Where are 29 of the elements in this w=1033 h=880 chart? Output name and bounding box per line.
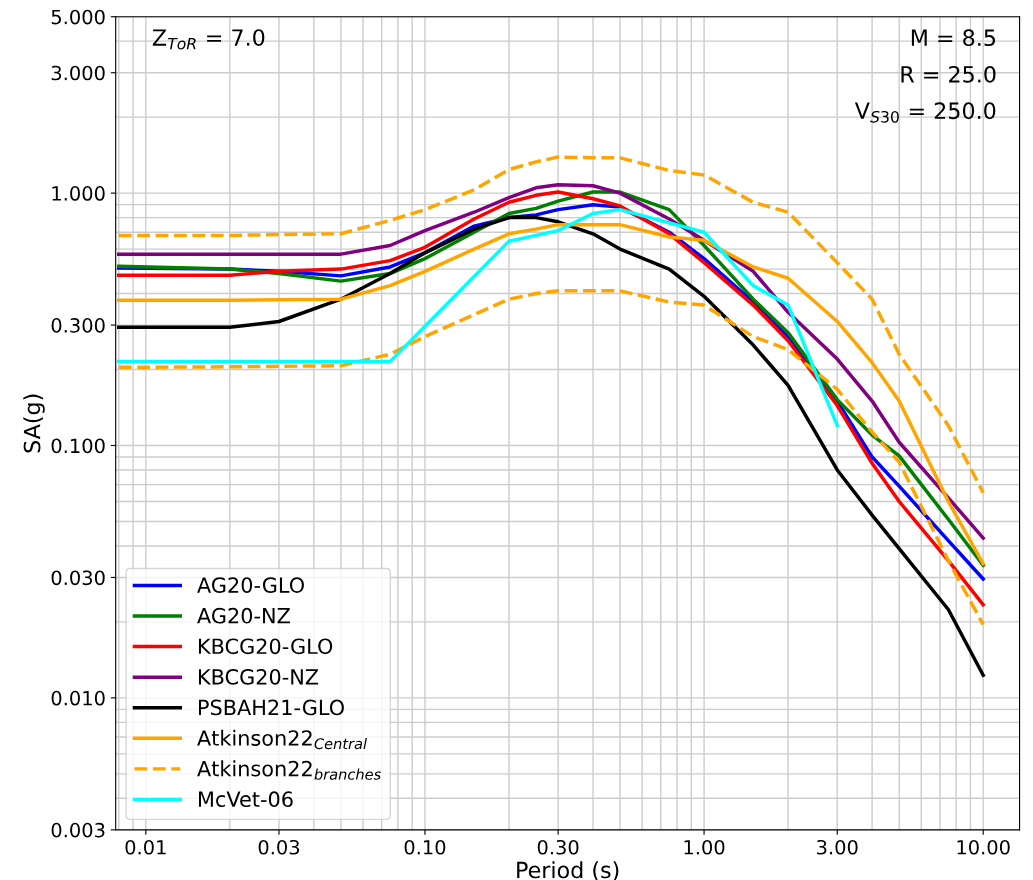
x-axis-title: Period (s) [517, 861, 619, 880]
annotation: Z$_{ToR}$ = 7.0 [152, 29, 265, 50]
annotation: R = 25.0 [901, 65, 996, 83]
y-tick-label: 0.300 [51, 318, 105, 333]
legend-label: PSBAH21-GLO [198, 699, 344, 716]
y-tick-label: 0.030 [51, 570, 105, 586]
legend-label: AG20-GLO [197, 577, 304, 593]
legend-label: McVet-06 [198, 791, 293, 808]
x-tick-label: 0.30 [537, 839, 579, 855]
legend-label: Atkinson22$_{Central}$ [197, 729, 367, 750]
x-tick-label: 10.00 [957, 839, 1010, 855]
x-tick-label: 0.10 [404, 839, 446, 855]
x-tick-label: 0.01 [125, 839, 166, 855]
legend-label: KBCG20-NZ [198, 668, 319, 685]
x-tick-label: 1.00 [684, 839, 725, 855]
annotation: V$_{S30}$ = 250.0 [854, 102, 996, 123]
y-tick-label: 3.000 [51, 65, 105, 81]
x-tick-label: 3.00 [817, 839, 858, 855]
legend-label: Atkinson22$_{branches}$ [197, 760, 381, 780]
y-tick-label: 0.100 [51, 438, 105, 454]
legend-label: KBCG20-GLO [198, 638, 333, 655]
annotation: M = 8.5 [911, 29, 996, 47]
legend-label: AG20-NZ [197, 607, 290, 624]
y-tick-label: 0.003 [51, 822, 105, 838]
y-axis-title: SA(g) [23, 394, 45, 453]
y-tick-label: 1.000 [52, 186, 105, 201]
x-tick-label: 0.03 [258, 839, 300, 855]
y-tick-label: 5.000 [51, 9, 105, 25]
y-tick-label: 0.010 [51, 690, 105, 706]
